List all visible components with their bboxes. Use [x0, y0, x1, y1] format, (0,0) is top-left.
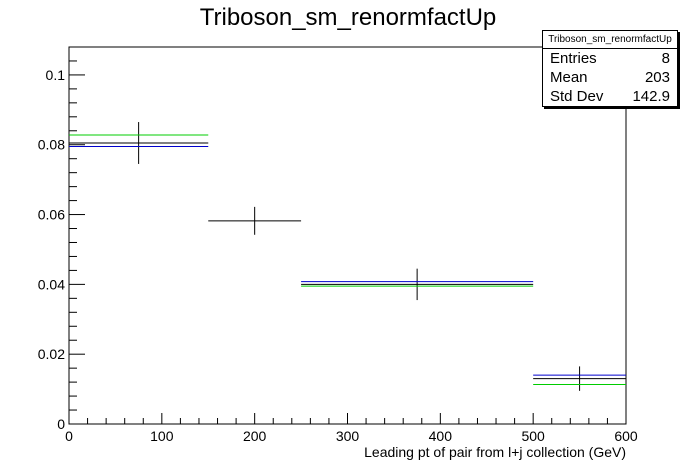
x-tick-label: 500 — [521, 428, 545, 444]
x-tick-label: 100 — [150, 428, 174, 444]
stats-stddev-label: Std Dev — [550, 88, 604, 105]
y-tick-label: 0.08 — [38, 137, 65, 153]
x-tick-label: 300 — [336, 428, 360, 444]
stats-entries-label: Entries — [550, 50, 597, 67]
y-tick-label: 0.06 — [38, 207, 65, 223]
x-tick-label: 0 — [65, 428, 73, 444]
stats-title: Triboson_sm_renormfactUp — [543, 31, 677, 49]
stats-stddev-value: 142.9 — [632, 88, 670, 105]
stats-entries-value: 8 — [661, 50, 670, 67]
stats-mean-row: Mean 203 — [543, 68, 677, 87]
stats-mean-value: 203 — [644, 69, 670, 86]
x-tick-label: 200 — [243, 428, 267, 444]
x-tick-label: 600 — [614, 428, 638, 444]
axes: 0 100 200 300 400 500 600 0 0.02 0.04 0.06 0.08 0.1 — [38, 46, 638, 444]
y-tick-label: 0.02 — [38, 346, 65, 362]
stats-entries-row: Entries 8 — [543, 49, 677, 68]
stats-box: Triboson_sm_renormfactUp Entries 8 Mean … — [542, 30, 678, 107]
y-tick-label: 0.1 — [46, 67, 66, 83]
x-tick-label: 400 — [429, 428, 453, 444]
stats-stddev-row: Std Dev 142.9 — [543, 87, 677, 106]
y-tick-label: 0 — [57, 416, 65, 432]
chart-title: Triboson_sm_renormfactUp — [199, 4, 497, 31]
y-tick-label: 0.04 — [38, 276, 65, 292]
x-axis-label: Leading pt of pair from l+j collection (… — [364, 444, 626, 460]
data-marks — [69, 122, 626, 391]
stats-mean-label: Mean — [550, 69, 588, 86]
